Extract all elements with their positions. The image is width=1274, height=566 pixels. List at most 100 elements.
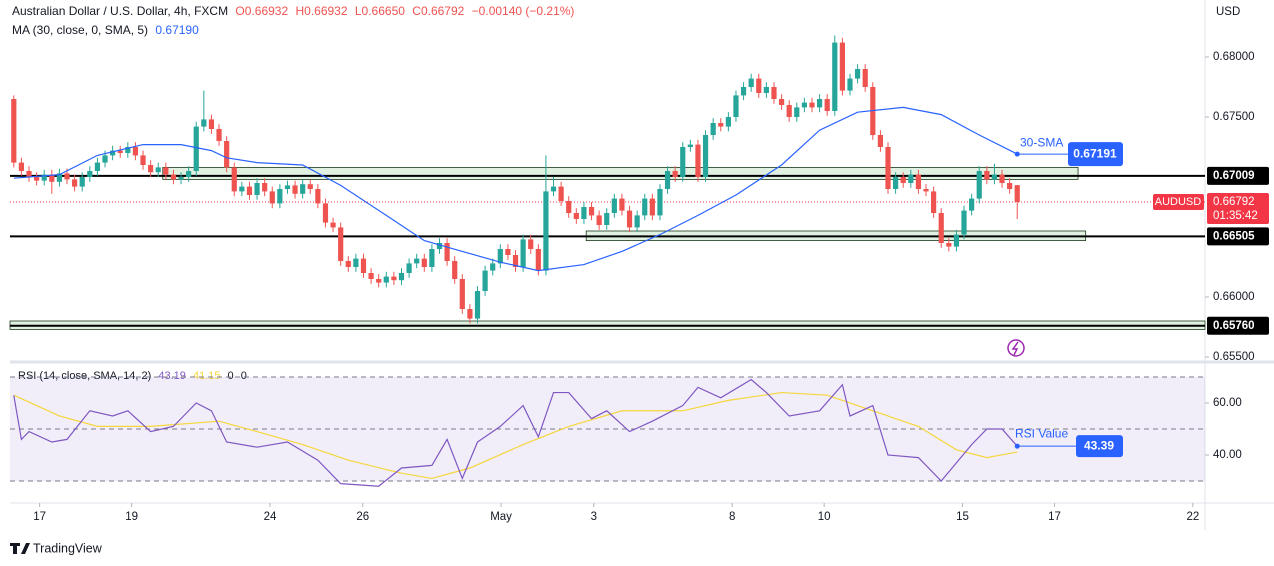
rsi-ma-legend-value: 41.15	[193, 370, 221, 382]
currency-label: USD	[1216, 6, 1240, 18]
candle-body	[809, 102, 815, 108]
x-tick-label: 24	[264, 511, 277, 523]
candle-body	[307, 184, 313, 189]
candle-body	[550, 186, 557, 192]
rsi-tick-label: 60.00	[1213, 397, 1242, 409]
candle-body	[79, 177, 85, 187]
candle-body	[976, 171, 982, 199]
ma-legend-label: MA (30, close, 0, SMA, 5)	[12, 23, 148, 37]
candle-body	[300, 184, 306, 194]
candle-body	[664, 171, 671, 189]
candle-body	[429, 249, 435, 267]
candle-body	[953, 234, 960, 247]
candle-body	[338, 227, 344, 261]
x-tick-label: 15	[956, 511, 969, 523]
candle-body	[642, 198, 648, 216]
rsi-legend-extra: 0	[241, 370, 247, 382]
candle-body	[854, 69, 861, 79]
y-tick-label: 0.66000	[1213, 291, 1255, 303]
candle-body	[756, 78, 762, 93]
annotation-label: 30-SMA	[1020, 135, 1063, 149]
brand-logo	[10, 543, 30, 554]
rsi-ma-line	[13, 391, 1018, 480]
candle-body	[626, 210, 633, 228]
candle-body	[444, 243, 450, 261]
candle-body	[657, 189, 663, 216]
candle-body	[246, 186, 253, 195]
candle-body	[528, 239, 534, 249]
candle-body	[915, 174, 922, 189]
x-tick-label: 22	[1186, 511, 1199, 523]
candle-body	[452, 261, 458, 279]
candle-body	[832, 42, 838, 111]
level-label: 0.66505	[1213, 230, 1255, 242]
candle-body	[695, 144, 701, 177]
annotation-dot	[1014, 443, 1020, 449]
candle-body	[436, 243, 443, 249]
candle-body	[490, 263, 496, 271]
candle-body	[201, 119, 207, 127]
level-label: 0.67009	[1213, 170, 1255, 182]
candle-body	[991, 174, 998, 180]
candle-body	[497, 249, 503, 264]
candle-body	[292, 185, 298, 194]
candle-body	[611, 198, 617, 213]
candle-body	[72, 179, 78, 187]
candle-body	[573, 213, 579, 219]
candle-body	[1007, 183, 1013, 189]
candle-body	[725, 117, 731, 127]
candle-body	[718, 123, 724, 127]
candle-body	[64, 173, 70, 180]
open-value: O0.66932	[235, 4, 288, 18]
annotation-box	[1068, 142, 1123, 167]
candle-body	[474, 291, 481, 319]
candle-body	[733, 95, 739, 117]
x-tick-label: 26	[356, 511, 369, 523]
level-label-box	[1207, 166, 1269, 185]
rsi-tick-label: 40.00	[1213, 449, 1242, 461]
candle-body	[170, 174, 177, 180]
y-tick-label: 0.65500	[1213, 351, 1255, 363]
candle-body	[581, 207, 587, 219]
candle-body	[140, 155, 146, 165]
candle-body	[908, 174, 914, 183]
candle-body	[946, 243, 952, 247]
candle-body	[163, 167, 169, 175]
candle-body	[117, 150, 123, 153]
candle-body	[254, 183, 260, 195]
candle-body	[11, 99, 17, 163]
candle-body	[360, 258, 367, 273]
candle-body	[34, 177, 40, 181]
x-tick-label: 19	[125, 511, 138, 523]
candle-body	[322, 203, 329, 223]
candle-body	[391, 276, 397, 281]
candle-body	[125, 147, 131, 153]
candle-body	[315, 189, 321, 204]
level-label-box	[1207, 316, 1269, 335]
candle-body	[284, 185, 291, 189]
candle-body	[938, 213, 944, 243]
candle-body	[239, 186, 245, 192]
candle-body	[406, 263, 412, 273]
ma-line	[13, 106, 1018, 272]
candle-body	[710, 123, 716, 135]
candle-body	[687, 144, 693, 147]
annotation-value: 43.39	[1084, 438, 1114, 452]
symbol-title: Australian Dollar / U.S. Dollar, 4h, FXC…	[12, 4, 228, 18]
candle-body	[801, 102, 807, 108]
candle-body	[277, 189, 283, 204]
candle-body	[94, 162, 101, 171]
annotation-label: RSI Value	[1015, 426, 1068, 440]
annotation-value: 0.67191	[1073, 146, 1117, 160]
candle-body	[877, 135, 884, 147]
candle-body	[680, 147, 686, 177]
event-icon[interactable]	[1007, 339, 1025, 357]
zone	[162, 166, 1079, 180]
candle-body	[49, 174, 55, 182]
annotation-box	[1076, 435, 1123, 458]
x-tick-label: 8	[729, 511, 735, 523]
x-tick-label: 3	[591, 511, 597, 523]
candle-body	[482, 270, 488, 291]
candle-body	[604, 213, 610, 225]
